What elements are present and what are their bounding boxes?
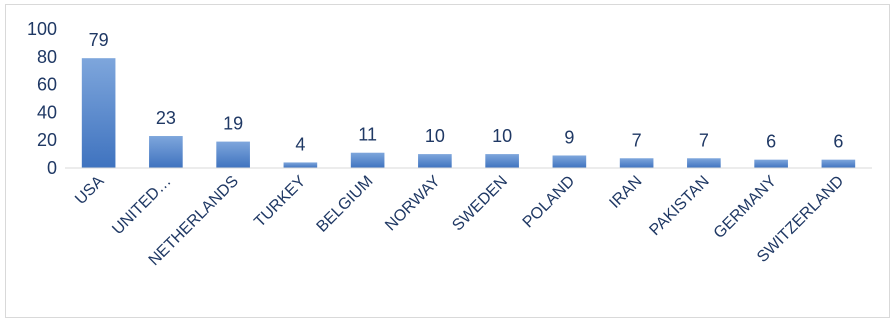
x-tick-label: IRAN	[606, 173, 645, 212]
bar-pakistan	[687, 158, 721, 168]
data-label: 7	[632, 130, 642, 150]
y-tick-label: 60	[37, 75, 57, 95]
data-label: 10	[492, 126, 512, 146]
y-tick-label: 40	[37, 102, 57, 122]
bar-poland	[552, 155, 587, 168]
data-label: 7	[699, 130, 709, 150]
y-tick-label: 100	[27, 19, 57, 39]
data-label: 11	[358, 125, 377, 145]
x-tick-label: USA	[72, 173, 108, 209]
y-tick-label: 0	[47, 158, 57, 178]
bar-netherlands	[216, 141, 250, 168]
x-tick-label: NORWAY	[382, 173, 444, 235]
x-tick-label: SWEDEN	[449, 173, 511, 235]
data-label: 6	[766, 132, 776, 152]
data-label: 79	[89, 30, 109, 50]
data-labels: 79 23 19 4 11 10 10 9 7 7 6 6	[89, 30, 844, 154]
bar-united	[149, 136, 183, 168]
data-label: 4	[295, 134, 305, 154]
bar-belgium	[350, 152, 385, 168]
data-label: 19	[223, 114, 243, 134]
bar-switzerland	[821, 159, 856, 168]
y-axis: 0 20 40 60 80 100	[27, 19, 57, 178]
x-tick-label: GERMANY	[711, 173, 780, 242]
bar-norway	[418, 154, 452, 168]
x-axis: USA UNITED…NETHERLANDS TURKEY BELGIUM NORWAY…	[72, 173, 847, 269]
x-tick-label: PAKISTAN	[646, 173, 712, 239]
bar-iran	[619, 158, 654, 168]
data-label: 9	[564, 127, 574, 147]
data-label: 23	[156, 108, 176, 128]
x-tick-label: BELGIUM	[314, 173, 377, 236]
bar-germany	[754, 159, 788, 168]
bars	[81, 58, 856, 168]
x-tick-label: UNITED…	[109, 173, 174, 238]
data-label: 10	[425, 126, 445, 146]
bar-turkey	[283, 162, 318, 168]
data-label: 6	[833, 132, 843, 152]
x-tick-label: TURKEY	[251, 173, 309, 231]
y-tick-label: 80	[37, 47, 57, 67]
y-tick-label: 20	[37, 130, 57, 150]
x-tick-label: POLAND	[520, 173, 579, 232]
bar-sweden	[485, 154, 519, 168]
bar-usa	[81, 58, 116, 168]
